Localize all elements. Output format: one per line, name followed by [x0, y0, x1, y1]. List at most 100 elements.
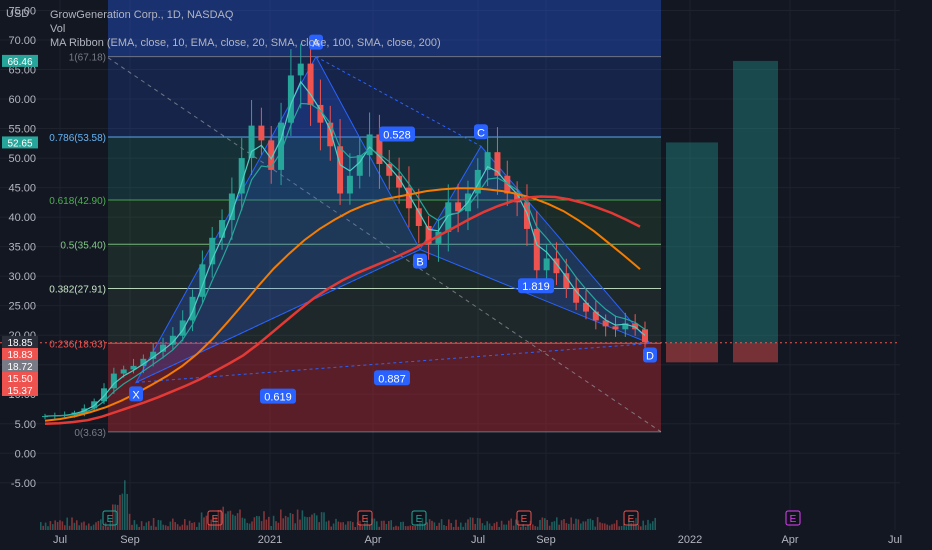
price-badge-label: 18.72 [7, 362, 32, 373]
volume-bar [270, 525, 272, 530]
volume-bar [433, 522, 436, 530]
volume-bar [628, 518, 630, 530]
volume-bar [258, 516, 260, 530]
volume-bar [232, 514, 234, 530]
volume-bar [42, 525, 44, 530]
volume-bar [364, 522, 366, 530]
x-tick-label: Jul [53, 534, 67, 546]
harmonic-point-badge [643, 347, 657, 363]
x-tick-label: Jul [471, 534, 485, 546]
volume-bar [349, 521, 352, 530]
symbol-title[interactable]: GrowGeneration Corp., 1D, NASDAQ [50, 9, 234, 21]
volume-bar [479, 518, 481, 530]
volume-bar [323, 512, 325, 530]
candle-body [258, 125, 265, 141]
candle-body [622, 323, 629, 330]
volume-bar [527, 524, 529, 530]
volume-bar [472, 517, 474, 530]
earnings-marker-label: E [790, 514, 797, 525]
fib-level-label: 0.5(35.40) [60, 240, 106, 251]
volume-bar [385, 524, 388, 530]
candle-body [317, 104, 324, 123]
price-badge-label: 18.83 [7, 350, 32, 361]
volume-bar [239, 509, 241, 530]
harmonic-ratio-badge [518, 278, 554, 294]
volume-bar [97, 520, 100, 530]
volume-bar [426, 522, 428, 530]
volume-bar [431, 520, 433, 530]
volume-bar [64, 525, 66, 530]
candle-body [573, 287, 580, 303]
harmonic-ratio-badge [374, 370, 410, 386]
volume-bar [498, 526, 500, 530]
volume-bar [484, 525, 486, 530]
harmonic-point-label: D [646, 350, 654, 362]
candle-body [396, 175, 403, 188]
ma-ribbon [44, 80, 646, 426]
volume-bar [637, 524, 640, 530]
volume-bar [215, 516, 217, 530]
volume-bar [284, 515, 287, 530]
volume-bar [275, 521, 277, 530]
harmonic-point-label: B [416, 257, 423, 269]
price-axis[interactable]: 80.0075.0070.0065.0060.0055.0050.0045.00… [2, 0, 38, 490]
volume-bar [347, 521, 349, 530]
volume-bar [112, 504, 114, 530]
earnings-marker-label: E [212, 514, 219, 525]
earnings-marker [785, 510, 801, 526]
price-badge-label: 52.65 [7, 138, 32, 149]
y-tick-label: 0.00 [15, 448, 36, 460]
fib-level-label: 0(3.63) [74, 428, 106, 439]
volume-bar [133, 520, 136, 530]
volume-bar [469, 517, 472, 530]
harmonic-ratio-badge [379, 126, 415, 142]
pattern-labels: X A B C D 0.619 0.528 1.819 0.887 [129, 34, 657, 404]
candle-body [130, 365, 137, 370]
volume-bar [354, 526, 356, 530]
volume-bar [145, 522, 148, 530]
candle-body [42, 416, 48, 418]
volume-bar [73, 522, 76, 530]
volume-bar [80, 522, 83, 530]
fib-zone [108, 136, 661, 200]
volume-bar [241, 517, 244, 530]
volume-bar [539, 519, 541, 530]
volume-bar [500, 520, 503, 530]
harmonic-ratio-label: 0.528 [383, 129, 411, 141]
volume-indicator-label[interactable]: Vol [50, 23, 66, 35]
volume-bar [107, 526, 109, 530]
volume-bar [320, 512, 323, 530]
price-badge-label: 15.37 [7, 386, 32, 397]
volume-bar [136, 524, 138, 530]
volume-bar [546, 519, 548, 530]
volume-bar [49, 521, 52, 530]
candle-body [101, 388, 108, 402]
volume-bar [174, 522, 176, 530]
volume-bar [296, 509, 299, 530]
y-tick-label: 30.00 [8, 271, 36, 283]
volume-bar [330, 526, 332, 530]
volume-bar [455, 519, 457, 530]
candle-body [150, 351, 157, 359]
harmonic-ratio-badge [260, 388, 296, 404]
time-axis[interactable]: Jul Sep 2021 Apr Jul Sep 2022 Apr Jul [53, 534, 902, 546]
volume-bar [548, 525, 551, 530]
harmonic-point-label: A [312, 38, 320, 50]
volume-bar [397, 526, 400, 530]
volume-bar [150, 525, 152, 530]
earnings-marker-label: E [521, 514, 528, 525]
candle-body [268, 140, 275, 170]
ema-10-line [44, 80, 646, 417]
volume-bar [568, 523, 570, 530]
volume-bar [654, 517, 656, 530]
ma-ribbon-indicator-label[interactable]: MA Ribbon (EMA, close, 10, EMA, close, 2… [50, 37, 441, 49]
volume-bar [416, 523, 419, 530]
volume-bar [157, 519, 160, 530]
volume-bar [563, 519, 565, 530]
volume-bar [313, 513, 316, 530]
volume-bar [424, 523, 426, 530]
volume-bar [515, 519, 517, 530]
harmonic-point-badge [129, 386, 143, 402]
volume-bar [368, 525, 371, 530]
